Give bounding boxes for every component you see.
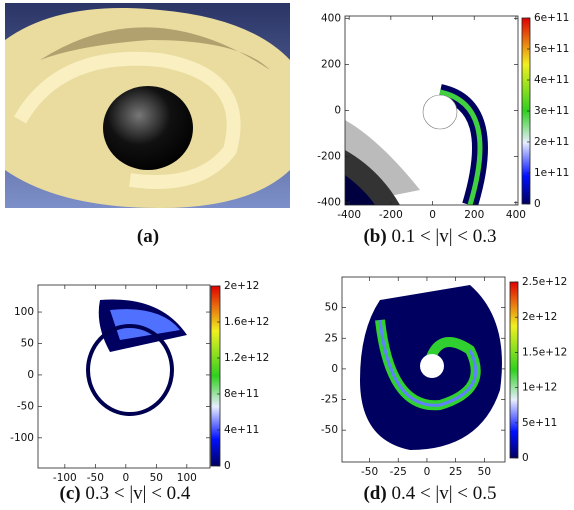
y-tick-label: 400 bbox=[321, 12, 341, 24]
x-tick-label: 50 bbox=[478, 466, 491, 478]
y-tick-label: -50 bbox=[321, 424, 338, 436]
y-tick-label: -200 bbox=[317, 151, 341, 163]
y-tick-label: 100 bbox=[14, 306, 34, 318]
x-tick-label: 25 bbox=[449, 466, 462, 478]
y-tick-label: 25 bbox=[325, 332, 338, 344]
y-tick-label: -25 bbox=[321, 394, 338, 406]
y-tick-label: 0 bbox=[27, 369, 34, 381]
x-tick-label: 400 bbox=[506, 209, 526, 221]
colorbar-tick-label: 1.2e+12 bbox=[224, 352, 269, 364]
colorbar-tick-label: 5e+11 bbox=[534, 43, 569, 55]
colorbar-tick-label: 0 bbox=[522, 452, 529, 464]
x-tick-label: -100 bbox=[53, 472, 77, 484]
colorbar-tick-label: 8e+11 bbox=[224, 388, 259, 400]
heatmap-image bbox=[345, 16, 518, 205]
colorbar bbox=[211, 286, 220, 466]
colorbar-tick-label: 1.6e+12 bbox=[224, 316, 269, 328]
y-tick-label: -100 bbox=[10, 432, 34, 444]
render-image bbox=[5, 3, 290, 208]
y-tick-label: -50 bbox=[17, 400, 34, 412]
caption: (a) bbox=[137, 226, 159, 247]
colorbar-tick-label: 2.5e+12 bbox=[522, 276, 567, 288]
x-tick-label: 0 bbox=[424, 466, 431, 478]
x-tick-label: -400 bbox=[337, 209, 361, 221]
colorbar-tick-label: 5e+11 bbox=[522, 417, 557, 429]
y-tick-label: -400 bbox=[317, 197, 341, 209]
y-tick-label: 0 bbox=[334, 105, 341, 117]
colorbar-tick-label: 0 bbox=[534, 198, 541, 210]
colorbar-tick-label: 2e+11 bbox=[534, 136, 569, 148]
x-tick-label: -50 bbox=[87, 472, 104, 484]
x-tick-label: 0 bbox=[429, 209, 436, 221]
x-tick-label: 50 bbox=[150, 472, 163, 484]
colorbar-tick-label: 4e+11 bbox=[534, 74, 569, 86]
x-tick-label: -50 bbox=[361, 466, 378, 478]
caption-label: (d) bbox=[363, 483, 386, 504]
x-tick-label: 200 bbox=[464, 209, 484, 221]
colorbar-tick-label: 1e+11 bbox=[534, 167, 569, 179]
caption: (d) 0.4 < |v| < 0.5 bbox=[363, 483, 496, 504]
x-tick-label: 100 bbox=[177, 472, 197, 484]
colorbar bbox=[510, 282, 518, 458]
caption-text: 0.1 < |v| < 0.3 bbox=[391, 226, 496, 247]
caption: (c) 0.3 < |v| < 0.4 bbox=[60, 483, 191, 504]
x-tick-label: 0 bbox=[122, 472, 129, 484]
y-tick-label: 50 bbox=[21, 337, 34, 349]
caption-label: (c) bbox=[60, 483, 81, 504]
colorbar-tick-label: 3e+11 bbox=[534, 105, 569, 117]
colorbar-tick-label: 6e+11 bbox=[534, 12, 569, 24]
colorbar-tick-label: 1e+12 bbox=[522, 382, 557, 394]
y-tick-label: 0 bbox=[331, 363, 338, 375]
caption-label: (b) bbox=[363, 226, 386, 247]
colorbar-tick-label: 2e+12 bbox=[522, 311, 557, 323]
x-tick-label: -25 bbox=[390, 466, 407, 478]
heatmap-image bbox=[342, 277, 505, 462]
y-tick-label: 200 bbox=[321, 58, 341, 70]
colorbar-tick-label: 0 bbox=[224, 460, 231, 472]
x-tick-label: -200 bbox=[379, 209, 403, 221]
caption-label: (a) bbox=[137, 226, 159, 247]
colorbar-tick-label: 2e+12 bbox=[224, 280, 259, 292]
colorbar-tick-label: 1.5e+12 bbox=[522, 346, 567, 358]
colorbar-tick-label: 4e+11 bbox=[224, 424, 259, 436]
y-tick-label: 50 bbox=[325, 302, 338, 314]
caption: (b) 0.1 < |v| < 0.3 bbox=[363, 226, 496, 247]
heatmap-image bbox=[88, 299, 187, 414]
figure: (a) (b) 0.1 < |v| < 0.3 (c) 0.3 < |v| < … bbox=[0, 0, 574, 510]
caption-text: 0.4 < |v| < 0.5 bbox=[391, 483, 496, 504]
caption-text: 0.3 < |v| < 0.4 bbox=[85, 483, 191, 504]
